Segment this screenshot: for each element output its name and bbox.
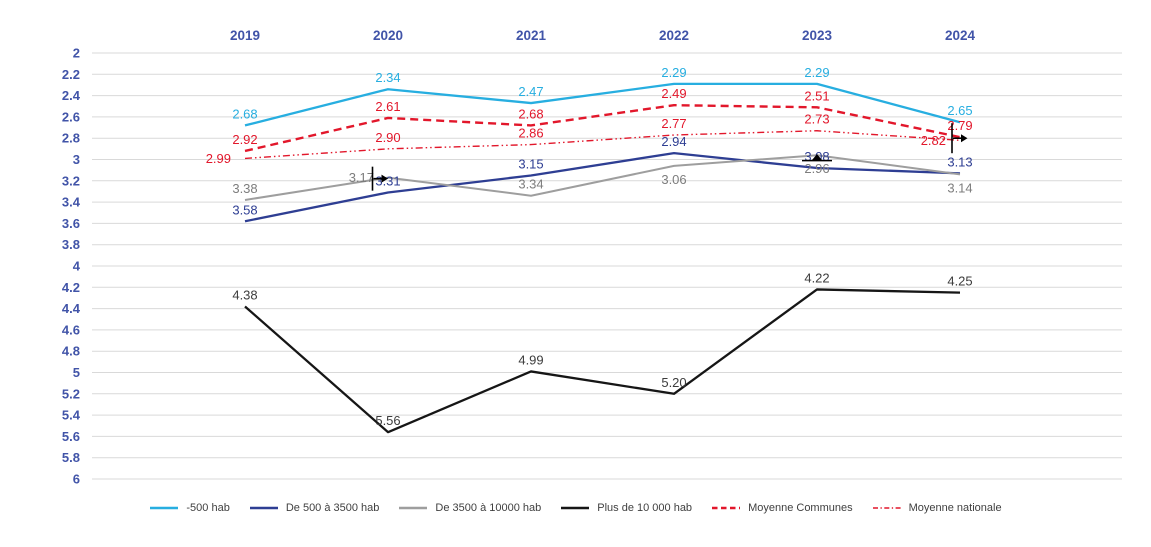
legend-label: -500 hab	[186, 502, 230, 514]
legend-swatch-solid-line-icon	[561, 506, 590, 510]
y-axis-tick-label: 2.4	[62, 88, 81, 103]
x-axis-year-label: 2021	[516, 28, 547, 43]
data-label: 3.31	[375, 174, 400, 189]
y-axis-tick-label: 2	[73, 46, 80, 61]
data-label: 2.51	[804, 88, 829, 103]
y-axis-tick-label: 4.2	[62, 280, 80, 295]
data-label: 4.38	[232, 287, 257, 302]
label-marker-triangle-icon	[811, 154, 823, 161]
data-label: 3.14	[947, 180, 972, 195]
data-label: 3.38	[232, 181, 257, 196]
series-line-1	[244, 151, 961, 223]
data-label: 2.29	[804, 65, 829, 80]
data-label: 3.13	[947, 154, 972, 169]
y-axis-tick-label: 3.6	[62, 216, 80, 231]
y-axis-tick-label: 5.6	[62, 429, 80, 444]
legend-swatch-dashed-line-icon	[712, 506, 741, 510]
legend-swatch-solid-line-icon	[150, 506, 179, 510]
x-axis-year-label: 2020	[373, 28, 403, 43]
data-label: 2.61	[375, 99, 400, 114]
data-label: 2.49	[661, 86, 686, 101]
data-label: 2.47	[518, 84, 543, 99]
legend-label: Moyenne Communes	[748, 502, 853, 514]
data-label: 2.79	[947, 118, 972, 133]
series-line-4	[244, 103, 961, 153]
data-label: 2.68	[518, 106, 543, 121]
x-axis-year-label: 2023	[802, 28, 833, 43]
legend-item-5: Moyenne nationale	[872, 502, 1002, 514]
y-axis-tick-label: 5.8	[62, 450, 80, 465]
data-label: 5.20	[661, 375, 686, 390]
data-label: 2.86	[518, 126, 543, 141]
y-axis-tick-label: 6	[73, 472, 80, 487]
legend-item-3: Plus de 10 000 hab	[560, 502, 692, 514]
legend-label: De 3500 à 10000 hab	[435, 502, 542, 514]
y-axis-tick-label: 4.6	[62, 322, 80, 337]
data-label: 3.17	[349, 170, 374, 185]
legend-item-4: Moyenne Communes	[711, 502, 853, 514]
y-axis-tick-label: 3.8	[62, 237, 80, 252]
legend-label: Moyenne nationale	[908, 502, 1002, 514]
data-label: 5.56	[375, 413, 400, 428]
y-axis-tick-label: 2.6	[62, 109, 80, 124]
line-chart: 2 2.2 2.4 2.6 2.8 3 3.2 3.4 3.6 3.8 4 4.2 4.4 4.6 4.8 5…	[62, 28, 1122, 487]
y-axis-tick-label: 3.4	[62, 195, 81, 210]
y-axis-tick-label: 3.2	[62, 173, 80, 188]
data-label: 4.99	[518, 352, 543, 367]
data-label: 3.06	[661, 172, 686, 187]
legend-label: Plus de 10 000 hab	[597, 502, 693, 514]
data-label: 2.68	[232, 106, 257, 121]
y-axis-tick-label: 2.8	[62, 131, 80, 146]
data-label: 4.22	[804, 270, 829, 285]
data-label: 2.96	[804, 161, 829, 176]
legend-item-1: De 500 à 3500 hab	[249, 502, 380, 514]
y-axis-tick-label: 5.4	[62, 408, 81, 423]
y-axis-tick-label: 4.8	[62, 344, 80, 359]
data-label: 2.90	[375, 130, 400, 145]
legend-swatch-dashdot-line-icon	[872, 507, 901, 509]
data-label: 2.29	[661, 65, 686, 80]
data-label: 3.34	[518, 177, 543, 192]
series-line-0	[244, 82, 961, 127]
series-line-3	[244, 288, 961, 434]
data-label: 3.58	[232, 202, 257, 217]
cursor-arrow-icon	[961, 134, 968, 143]
data-label: 2.82	[921, 133, 946, 148]
data-label: 2.94	[661, 134, 686, 149]
data-label: 2.65	[947, 103, 972, 118]
data-label: 3.15	[518, 156, 543, 171]
y-axis-tick-label: 4.4	[62, 301, 81, 316]
legend-swatch-solid-line-icon	[399, 506, 428, 510]
y-axis-tick-label: 2.2	[62, 67, 80, 82]
y-axis-tick-label: 4	[73, 259, 81, 274]
x-axis-year-label: 2019	[230, 28, 260, 43]
x-axis-year-label: 2022	[659, 28, 689, 43]
legend-swatch-solid-line-icon	[249, 506, 278, 510]
legend-item-2: De 3500 à 10000 hab	[398, 502, 541, 514]
data-label: 2.34	[375, 70, 400, 85]
data-label: 2.77	[661, 116, 686, 131]
legend-item-0: -500 hab	[149, 502, 230, 514]
data-label: 2.99	[206, 151, 231, 166]
series-line-5	[244, 130, 961, 160]
y-axis-tick-label: 5.2	[62, 386, 80, 401]
legend-label: De 500 à 3500 hab	[285, 502, 380, 514]
chart-legend: -500 hab De 500 à 3500 hab De 3500 à 10000…	[0, 502, 1151, 514]
data-label: 2.73	[804, 112, 829, 127]
data-label: 4.25	[947, 274, 972, 289]
y-axis-tick-label: 3	[73, 152, 80, 167]
cursor-arrow-icon	[381, 174, 388, 183]
series-line-2	[244, 154, 961, 201]
x-axis-year-label: 2024	[945, 28, 976, 43]
data-label: 2.92	[232, 132, 257, 147]
y-axis-tick-label: 5	[73, 365, 80, 380]
